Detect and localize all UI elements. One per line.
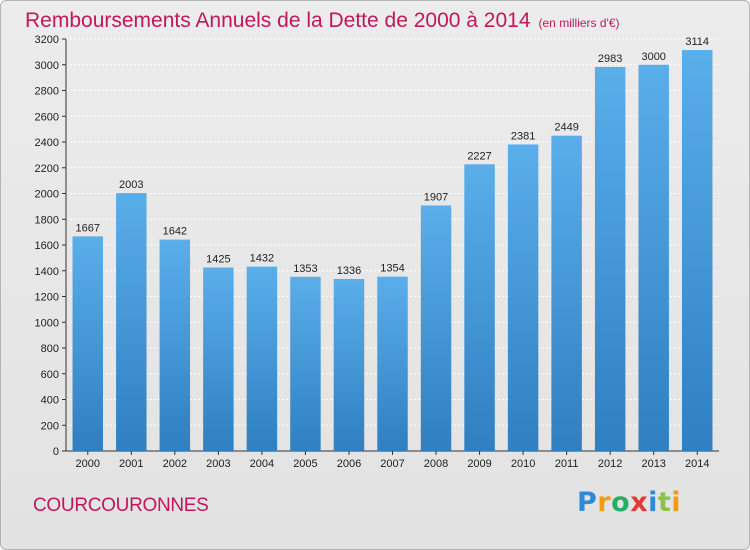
unit-note: (en milliers d'€) <box>538 16 620 30</box>
x-tick-label: 2001 <box>119 458 143 470</box>
y-tick-label: 3200 <box>35 34 59 46</box>
value-label: 1907 <box>424 191 448 203</box>
x-tick-label: 2006 <box>337 458 361 470</box>
value-label: 1353 <box>293 263 317 275</box>
value-label: 1667 <box>76 222 100 234</box>
x-tick-label: 2012 <box>598 458 622 470</box>
value-label: 3114 <box>685 36 709 48</box>
value-label: 1642 <box>163 226 187 238</box>
x-tick-label: 2013 <box>641 458 665 470</box>
city-name: COURCOURONNES <box>33 495 209 516</box>
bar-2006 <box>333 278 365 451</box>
value-label: 1336 <box>337 265 361 277</box>
y-tick-label: 2000 <box>35 189 59 201</box>
value-label: 1432 <box>250 253 274 265</box>
x-tick-label: 2000 <box>76 458 100 470</box>
y-tick-label: 1400 <box>35 266 59 278</box>
logo-letter: P <box>577 487 598 518</box>
bar-2014 <box>681 50 713 451</box>
x-tick-label: 2011 <box>555 458 579 470</box>
y-tick-label: 1000 <box>35 317 59 329</box>
value-label: 2449 <box>554 122 578 134</box>
y-tick-label: 1200 <box>35 292 59 304</box>
x-tick-label: 2008 <box>424 458 448 470</box>
chart-title: Remboursements Annuels de la Dette de 20… <box>25 9 620 33</box>
value-label: 2381 <box>511 130 535 142</box>
y-tick-label: 1800 <box>35 214 59 226</box>
bar-2002 <box>159 239 191 451</box>
bar-2012 <box>594 66 626 451</box>
y-tick-label: 2600 <box>35 111 59 123</box>
x-tick-label: 2014 <box>685 458 709 470</box>
x-tick-label: 2005 <box>293 458 317 470</box>
bar-2001 <box>116 193 147 451</box>
y-tick-label: 2800 <box>35 86 59 98</box>
logo-letter: x <box>630 487 649 518</box>
x-tick-label: 2009 <box>467 458 491 470</box>
logo-letter: r <box>597 487 612 518</box>
y-tick-label: 600 <box>41 369 59 381</box>
value-label: 1354 <box>380 263 404 275</box>
x-tick-label: 2007 <box>380 458 404 470</box>
bar-2007 <box>377 276 408 451</box>
value-label: 2003 <box>119 179 143 191</box>
y-tick-label: 200 <box>41 420 59 432</box>
bar-2011 <box>551 135 582 451</box>
x-tick-label: 2002 <box>163 458 187 470</box>
proxiti-logo: Proxiti <box>577 487 681 518</box>
y-tick-label: 800 <box>41 343 59 355</box>
bar-2004 <box>246 266 278 451</box>
labels: 0 200 400 600 800 1000 1200 1400 1600 1800 2000 220… <box>35 34 710 470</box>
logo-letter: i <box>648 487 658 518</box>
value-label: 3000 <box>641 51 665 63</box>
x-tick-label: 2003 <box>206 458 230 470</box>
chart-title-text: Remboursements Annuels de la Dette de 20… <box>25 9 531 32</box>
y-tick-label: 0 <box>53 446 59 458</box>
logo-letter: o <box>611 487 631 518</box>
bar-2013 <box>638 64 669 451</box>
value-label: 1425 <box>206 254 230 266</box>
bar-2003 <box>203 267 234 451</box>
bars <box>72 50 713 452</box>
value-label: 2983 <box>598 53 622 65</box>
y-tick-label: 2400 <box>35 137 59 149</box>
y-tick-label: 3000 <box>35 60 59 72</box>
bar-2010 <box>507 144 539 452</box>
bar-2009 <box>464 164 495 451</box>
bar-2008 <box>420 205 452 451</box>
y-tick-label: 2200 <box>35 163 59 175</box>
bar-2005 <box>290 276 321 451</box>
y-tick-label: 1600 <box>35 240 59 252</box>
logo-letter: i <box>671 487 682 518</box>
x-tick-label: 2004 <box>250 458 274 470</box>
y-tick-label: 400 <box>41 395 59 407</box>
logo-letter: t <box>657 487 672 518</box>
value-label: 2227 <box>467 150 491 162</box>
bar-2000 <box>72 236 104 451</box>
x-tick-label: 2010 <box>511 458 535 470</box>
